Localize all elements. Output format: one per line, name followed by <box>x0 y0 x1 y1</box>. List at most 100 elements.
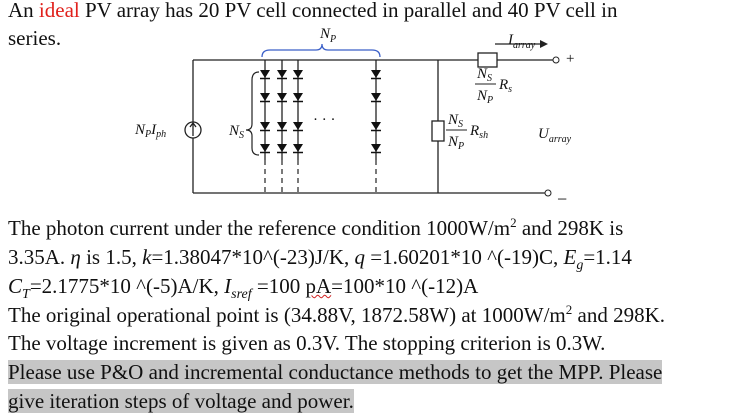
highlighted-text: Please use P&O and incremental conductan… <box>8 360 663 384</box>
intro-line: An ideal PV array has 20 PV cell connect… <box>8 0 617 23</box>
label-sub: array <box>549 134 572 145</box>
rsh-den: NP <box>447 134 464 152</box>
text: The original operational point is (34.88… <box>8 303 566 327</box>
unit: pA <box>305 274 332 298</box>
highlight-word: ideal <box>38 0 80 22</box>
diode <box>293 70 303 78</box>
subscript: g <box>576 258 584 273</box>
diode-array <box>260 60 381 193</box>
rs-r: Rs <box>498 77 512 95</box>
diode <box>293 122 303 130</box>
symbol: I <box>224 274 232 298</box>
text-line: The photon current under the reference c… <box>8 215 623 241</box>
label: N <box>447 134 459 150</box>
rs-den: NP <box>476 88 493 106</box>
symbol: η <box>70 245 81 269</box>
label-sub: S <box>487 73 492 84</box>
series-resistor <box>477 52 498 68</box>
label: R <box>469 123 479 139</box>
diode <box>277 122 287 130</box>
text: The voltage increment is given as 0.3V. … <box>8 331 606 355</box>
label: N <box>228 123 240 139</box>
text-line: CT=2.1775*10 ^(-5)A/K, Isref =100 pA=100… <box>8 273 479 302</box>
text: =2.1775*10 ^(-5)A/K, <box>29 274 225 298</box>
request-line: give iteration steps of voltage and powe… <box>8 388 354 414</box>
rs-num: NS <box>476 66 492 84</box>
highlighted-text: give iteration steps of voltage and powe… <box>8 389 354 413</box>
diode <box>293 144 303 152</box>
text: =100 <box>251 274 306 298</box>
ellipsis: · · · <box>313 112 336 128</box>
label-sub: P <box>457 141 464 152</box>
iph-label: NPIph <box>134 122 166 140</box>
arrow-head <box>540 40 548 48</box>
source-arrow <box>189 121 197 136</box>
diode <box>260 122 270 130</box>
diode <box>260 93 270 101</box>
symbol: C <box>8 274 23 298</box>
label: N <box>476 88 488 104</box>
label: N <box>319 26 331 42</box>
label: I <box>150 122 157 138</box>
request-line: Please use P&O and incremental conductan… <box>8 359 663 385</box>
text: 3.35A. <box>8 245 71 269</box>
terminal <box>552 56 560 64</box>
text: =1.38047*10^(-23)J/K, <box>151 245 355 269</box>
text: and 298K is <box>516 216 624 240</box>
label-sub: S <box>458 119 463 130</box>
rsh-num: NS <box>447 112 463 130</box>
ns-label: NS <box>228 123 244 141</box>
label-sub: P <box>486 95 493 106</box>
text-line: The voltage increment is given as 0.3V. … <box>8 330 605 356</box>
label-sub: ph <box>155 129 166 140</box>
diode <box>371 70 381 78</box>
diode <box>260 70 270 78</box>
text: series. <box>8 26 62 50</box>
text-line: The original operational point is (34.88… <box>8 302 665 328</box>
label: I <box>507 32 514 48</box>
u-array-label: Uarray <box>538 126 572 145</box>
symbol: q <box>354 245 366 269</box>
circuit-diagram: NP Iarray + NS NP Rs NPIph NS · · · NS N… <box>134 26 574 209</box>
intro-line: series. <box>8 25 61 51</box>
text: The photon current under the reference c… <box>8 216 511 240</box>
i-array-label: Iarray <box>507 32 536 51</box>
diode <box>277 93 287 101</box>
label: N <box>476 66 488 82</box>
diode <box>277 70 287 78</box>
minus-label: − <box>557 189 567 209</box>
diode <box>277 144 287 152</box>
label-sub: s <box>508 84 512 95</box>
text: PV array has 20 PV cell connected in par… <box>79 0 618 22</box>
text: An <box>8 0 39 22</box>
ns-brace <box>245 71 260 156</box>
label-sub: array <box>513 40 536 51</box>
subscript: sref <box>231 287 252 302</box>
text: =100*10 ^(-12)A <box>331 274 479 298</box>
subscript: T <box>22 287 30 302</box>
rsh-r: Rsh <box>469 123 488 141</box>
diode <box>371 122 381 130</box>
diode <box>371 93 381 101</box>
label: N <box>447 112 459 128</box>
diode <box>260 144 270 152</box>
text: and 298K. <box>572 303 666 327</box>
np-brace <box>261 43 381 58</box>
symbol: E <box>563 245 577 269</box>
np-label: NP <box>319 26 336 45</box>
label: R <box>498 77 508 93</box>
plus-label: + <box>566 51 574 67</box>
text: =1.14 <box>583 245 632 269</box>
diode <box>293 93 303 101</box>
superscript: 2 <box>565 302 573 317</box>
shunt-resistor <box>431 120 445 142</box>
label-sub: P <box>144 129 151 140</box>
label-sub: sh <box>479 130 488 141</box>
text: =1.60201*10 ^(-19)C, <box>365 245 564 269</box>
symbol: k <box>142 245 152 269</box>
superscript: 2 <box>510 215 517 230</box>
label: U <box>538 126 550 142</box>
terminal <box>544 189 552 197</box>
diode <box>371 144 381 152</box>
